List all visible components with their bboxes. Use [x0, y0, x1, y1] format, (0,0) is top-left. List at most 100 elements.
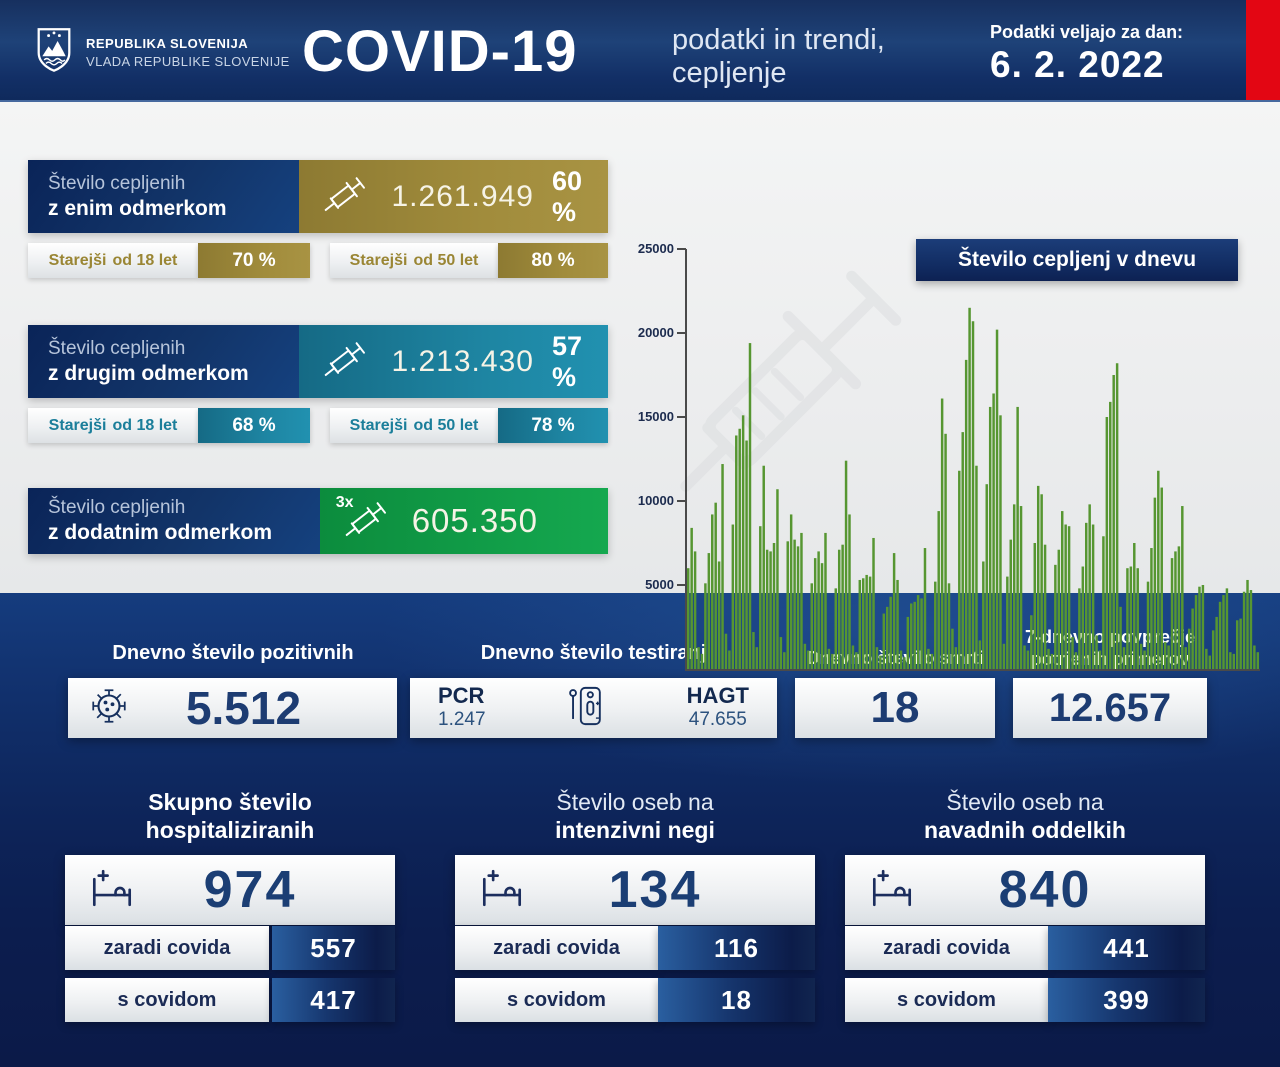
logo-line2: VLADA REPUBLIKE SLOVENIJE [86, 54, 290, 69]
y-tick-mark [677, 332, 686, 334]
booster-label-line1: Število cepljenih [48, 497, 186, 518]
hosp-total-row2-value: 417 [272, 978, 395, 1022]
pcr-label: PCR [438, 683, 485, 708]
age18-value: 70 % [198, 243, 310, 278]
daily-positives-label: Dnevno število pozitivnih [112, 642, 354, 664]
booster-value-box: 3x 605.350 [319, 488, 608, 554]
booster-count: 605.350 [411, 502, 538, 539]
ward-row1-value: 441 [1048, 926, 1205, 970]
syringe-icon [319, 170, 377, 223]
hagt-stats: HAGT 47.655 [687, 685, 749, 731]
logo-line1: REPUBLIKA SLOVENIJA [86, 36, 249, 51]
subtitle-line1: podatki in trendi, [672, 24, 885, 56]
hosp-total-title: Skupno število hospitaliziranih [65, 788, 395, 844]
icu-title-line2: intenzivni negi [555, 817, 715, 843]
age50-prefix-2: Starejši [349, 416, 408, 434]
icu-title: Število oseb na intenzivni negi [455, 788, 815, 844]
page-title: COVID-19 [302, 19, 578, 84]
age50-value-2: 78 % [498, 408, 608, 443]
icu-box: 134 [455, 855, 815, 925]
vaccinations-per-day-chart: Število cepljenj v dnevu 050001000015000… [638, 212, 1272, 692]
age18-value-2: 68 % [198, 408, 310, 443]
hosp-total-box: 974 [65, 855, 395, 925]
second-dose-count: 1.213.430 [391, 344, 534, 378]
y-tick-label: 20000 [637, 325, 674, 340]
avg7-box: 12.657 [1013, 678, 1207, 738]
y-tick-label: 25000 [637, 241, 674, 256]
y-tick-label: 5000 [645, 577, 674, 592]
hosp-total-row1-value: 557 [272, 926, 395, 970]
chart-title: Število cepljenj v dnevu [916, 239, 1238, 281]
avg7-value: 12.657 [1048, 685, 1172, 730]
date-value: 6. 2. 2022 [990, 44, 1165, 85]
first-dose-label-line1: Število cepljenih [48, 172, 186, 194]
booster-dose-block: Število cepljenih z dodatnim odmerkom 3x… [28, 488, 608, 554]
age50-label: Starejši od 50 let [330, 243, 498, 278]
first-dose-block: Število cepljenih z enim odmerkom 1.261.… [28, 160, 608, 233]
age18-label: Starejši od 18 let [28, 243, 198, 278]
ward-row1-label: zaradi covida [845, 926, 1048, 970]
hosp-total-row1-label: zaradi covida [65, 926, 269, 970]
second-dose-label-line2: z drugim odmerkom [48, 361, 249, 385]
hosp-total-value: 974 [203, 861, 297, 919]
page-subtitle: podatki in trendi, cepljenje [672, 24, 885, 90]
slovenia-coat-of-arms-icon [36, 26, 72, 79]
y-tick-mark [677, 416, 686, 418]
lower-panel: Dnevno število pozitivnih 5.512 Dnevno š… [0, 593, 1280, 1067]
pcr-value: 1.247 [438, 709, 486, 730]
second-dose-label-line1: Število cepljenih [48, 337, 186, 359]
hosp-total-title-line2: hospitaliziranih [145, 817, 315, 843]
syringe-watermark-icon [634, 211, 964, 541]
ward-box: 840 [845, 855, 1205, 925]
antigen-test-icon [567, 684, 605, 733]
daily-tests-label: Dnevno število testiranj [480, 642, 707, 664]
age18-label-2: Starejši od 18 let [28, 408, 198, 443]
age50-bold: od 50 let [413, 251, 479, 269]
y-tick-label: 15000 [637, 409, 674, 424]
second-dose-label: Število cepljenih z drugim odmerkom [28, 325, 300, 398]
logo-text: REPUBLIKA SLOVENIJA VLADA REPUBLIKE SLOV… [86, 36, 290, 69]
age50-label-2: Starejši od 50 let [330, 408, 498, 443]
stats-panel: Število cepljenih z enim odmerkom 1.261.… [0, 102, 1280, 676]
first-dose-count: 1.261.949 [391, 179, 534, 213]
hospital-bed-icon [479, 868, 525, 913]
hosp-total-title-line1: Skupno število [148, 789, 312, 815]
hagt-label: HAGT [686, 683, 749, 708]
ward-row2-value: 399 [1048, 978, 1205, 1022]
hospital-bed-icon [869, 868, 915, 913]
booster-dose-label: Število cepljenih z dodatnim odmerkom [28, 488, 320, 554]
age18-prefix-2: Starejši [48, 416, 107, 434]
subtitle-line2: cepljenje [672, 57, 787, 89]
age50-prefix: Starejši [349, 251, 408, 269]
data-date: Podatki veljajo za dan: 6. 2. 2022 [990, 22, 1183, 86]
government-logo: REPUBLIKA SLOVENIJA VLADA REPUBLIKE SLOV… [36, 26, 290, 79]
first-dose-subrow: Starejši od 18 let 70 % Starejši od 50 l… [28, 243, 608, 278]
first-dose-value-box: 1.261.949 60 % [299, 160, 608, 233]
icu-row2-value: 18 [658, 978, 815, 1022]
y-tick-mark [677, 500, 686, 502]
first-dose-percent: 60 % [551, 165, 582, 227]
pcr-stats: PCR 1.247 [438, 685, 486, 731]
daily-positives-box: 5.512 [68, 678, 397, 738]
daily-tests-box: PCR 1.247 HAGT 47.655 [410, 678, 777, 738]
ward-title-line1: Število oseb na [946, 789, 1104, 815]
icu-title-line1: Število oseb na [556, 789, 714, 815]
virus-icon [88, 685, 130, 732]
chart-plot [685, 249, 1260, 671]
second-dose-subrow: Starejši od 18 let 68 % Starejši od 50 l… [28, 408, 608, 443]
chart-bars [687, 307, 1260, 669]
icu-row2-label: s covidom [455, 978, 658, 1022]
icu-row1-value: 116 [658, 926, 815, 970]
y-tick-mark [677, 584, 686, 586]
header: REPUBLIKA SLOVENIJA VLADA REPUBLIKE SLOV… [0, 0, 1280, 102]
y-tick-mark [677, 248, 686, 250]
first-dose-label-line2: z enim odmerkom [48, 196, 227, 220]
second-dose-value-box: 1.213.430 57 % [299, 325, 608, 398]
icu-value: 134 [608, 861, 702, 919]
first-dose-label: Število cepljenih z enim odmerkom [28, 160, 300, 233]
syringe-3x-icon: 3x [336, 494, 394, 536]
daily-positives-value: 5.512 [185, 682, 302, 734]
booster-badge: 3x [335, 493, 354, 511]
daily-deaths-value: 18 [870, 683, 920, 732]
